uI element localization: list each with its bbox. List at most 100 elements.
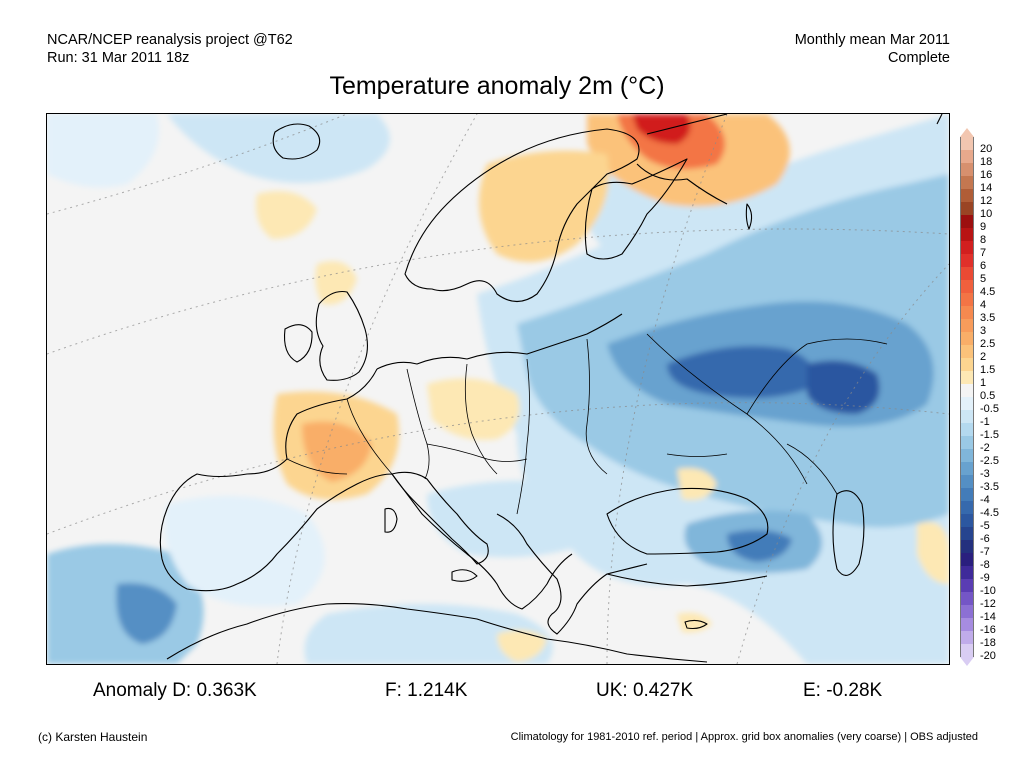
legend-level: 9 [957, 215, 1024, 233]
legend-level: -2 [957, 436, 1024, 454]
legend-level: -3.5 [957, 475, 1024, 493]
legend-level: -8 [957, 553, 1024, 571]
legend-level: -3 [957, 462, 1024, 480]
legend-label: 3.5 [980, 312, 996, 324]
warm-region-east-edge [917, 522, 949, 584]
legend-label: -8 [980, 559, 990, 571]
legend-swatch [960, 163, 974, 176]
legend-swatch [960, 566, 974, 579]
cold-core-moscow [667, 346, 814, 398]
legend-level: 12 [957, 189, 1024, 207]
legend-level: -1.5 [957, 423, 1024, 441]
legend-label: -5 [980, 520, 990, 532]
warm-core-france [302, 421, 372, 482]
warm-region-norway-sea [315, 261, 357, 305]
legend-level: 7 [957, 241, 1024, 259]
coast-kola [646, 114, 728, 135]
legend-label: -9 [980, 572, 990, 584]
legend-swatch [960, 540, 974, 553]
coast-ireland [283, 324, 313, 363]
legend-level: -4 [957, 488, 1024, 506]
legend-level: 6 [957, 254, 1024, 272]
legend-level: 10 [957, 202, 1024, 220]
anomaly-germany: Anomaly D: 0.363K [93, 680, 257, 701]
warm-region-germany [427, 378, 520, 440]
legend-label: -16 [980, 624, 996, 636]
legend-level: 20 [957, 137, 1024, 155]
legend-bottom-arrow [960, 657, 974, 666]
anomaly-europe: E: -0.28K [803, 680, 883, 701]
legend-label: 8 [980, 234, 987, 246]
legend-label: -2.5 [980, 455, 999, 467]
coast-britain [315, 290, 368, 381]
legend-swatch [960, 241, 974, 254]
legend-swatch [960, 358, 974, 371]
coast-black-sea [606, 487, 769, 555]
warm-region-atlantic [256, 191, 317, 239]
legend-label: 9 [980, 221, 987, 233]
legend-label: 3 [980, 325, 987, 337]
legend-swatch [960, 228, 974, 241]
legend-level: -12 [957, 592, 1024, 610]
legend-level: -10 [957, 579, 1024, 597]
warm-region-sea [677, 468, 717, 500]
legend-label: 1 [980, 377, 987, 389]
legend-swatch [960, 332, 974, 345]
legend-level: -16 [957, 618, 1024, 636]
legend-swatch [960, 449, 974, 462]
legend-label: 4 [980, 299, 987, 311]
anomaly-map [46, 113, 950, 665]
coast-iceland [272, 123, 321, 160]
cold-core-atlantic-sw [116, 583, 177, 644]
legend-label: -3 [980, 468, 990, 480]
legend-level: -18 [957, 631, 1024, 649]
legend-label: -4 [980, 494, 990, 506]
legend-swatch [960, 371, 974, 384]
legend-level: 3.5 [957, 306, 1024, 324]
legend-label: 12 [980, 195, 993, 207]
legend-label: 4.5 [980, 286, 996, 298]
coast-scandinavia [404, 128, 640, 303]
legend-label: -20 [980, 650, 996, 662]
anomaly-shading [47, 114, 949, 664]
legend-label: -10 [980, 585, 996, 597]
legend-level: -5 [957, 514, 1024, 532]
legend-level: 4 [957, 293, 1024, 311]
climatology-note: Climatology for 1981-2010 ref. period | … [510, 731, 978, 743]
legend-swatch [960, 514, 974, 527]
warm-region-scandinavia [479, 150, 609, 262]
legend-swatch [960, 176, 974, 189]
legend-level: 8 [957, 228, 1024, 246]
coast-continent [159, 313, 623, 610]
anomaly-stats: Anomaly D: 0.363K F: 1.214K UK: 0.427K E… [0, 680, 1024, 708]
legend-label: 1.5 [980, 364, 996, 376]
coast-east-island [745, 203, 753, 230]
header-left: NCAR/NCEP reanalysis project @T62 Run: 3… [47, 31, 293, 67]
legend-level: -1 [957, 410, 1024, 428]
header-right: Monthly mean Mar 2011 Complete [795, 31, 950, 67]
legend-level: -7 [957, 540, 1024, 558]
legend-level: 0.5 [957, 384, 1024, 402]
legend-level: 3 [957, 319, 1024, 337]
legend-label: -3.5 [980, 481, 999, 493]
legend-swatch [960, 501, 974, 514]
legend-swatch [960, 345, 974, 358]
coastlines [159, 114, 943, 663]
coast-novaya-zemlya [936, 114, 943, 125]
legend-level: -2.5 [957, 449, 1024, 467]
copyright: (c) Karsten Haustein [38, 730, 148, 744]
legend-label: -7 [980, 546, 990, 558]
cold-region-iberia [164, 496, 325, 607]
legend-swatch [960, 267, 974, 280]
legend-label: -4.5 [980, 507, 999, 519]
cold-core-turkey [727, 530, 792, 562]
legend-level: -6 [957, 527, 1024, 545]
coast-sicily [451, 569, 478, 582]
legend-swatch [960, 618, 974, 631]
legend-swatch [960, 280, 974, 293]
legend-label: 5 [980, 273, 987, 285]
coast-cyprus [684, 619, 708, 630]
map-title: Temperature anomaly 2m (°C) [329, 72, 665, 100]
anomaly-uk: UK: 0.427K [596, 680, 694, 701]
legend-label: -0.5 [980, 403, 999, 415]
